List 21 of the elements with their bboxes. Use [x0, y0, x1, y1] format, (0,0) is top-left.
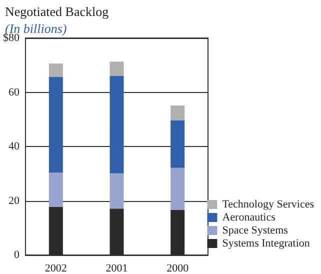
legend-label: Technology Services [222, 198, 314, 210]
bar [170, 106, 185, 120]
y-tick-label: 40 [8, 140, 20, 152]
bar [110, 62, 124, 76]
chart-title: Negotiated Backlog [5, 4, 110, 19]
legend-label: Aeronautics [222, 212, 276, 224]
bar [48, 172, 63, 207]
x-tick-label: 2002 [44, 262, 67, 274]
bar [110, 173, 124, 209]
y-tick-label: 60 [8, 86, 20, 98]
bar [110, 76, 124, 174]
y-tick-label: 20 [8, 194, 20, 207]
legend-label: Space Systems [222, 224, 288, 236]
legend-label: Systems Integration [222, 238, 310, 250]
x-tick-label: 2001 [106, 262, 128, 274]
bar [48, 77, 63, 173]
bar [48, 64, 63, 78]
bar [170, 120, 185, 168]
x-tick-label: 2000 [166, 262, 190, 274]
bar [170, 168, 185, 210]
y-tick-label: 0 [14, 249, 20, 261]
